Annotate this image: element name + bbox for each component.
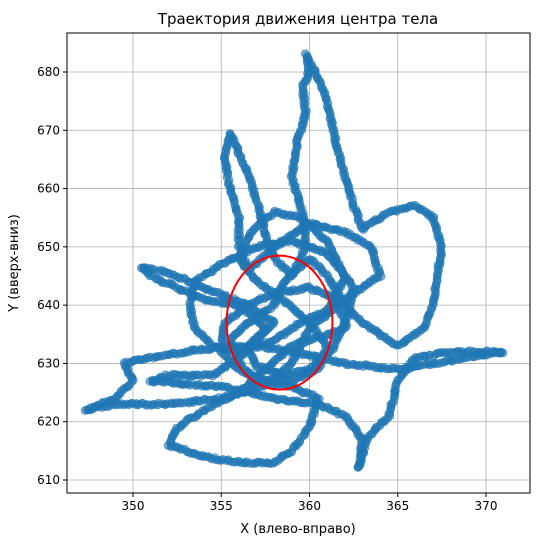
y-tick-label: 630 [37,356,60,370]
plot-frame [66,32,531,494]
x-axis-ticks: 350 355 360 365 370 [122,493,498,513]
x-tick-label: 360 [298,499,321,513]
trajectory-point [259,324,269,334]
y-axis-label: Y (вверх-вниз) [7,214,22,313]
y-tick-label: 620 [37,415,60,429]
y-tick-label: 640 [37,298,60,312]
y-tick-label: 670 [37,123,60,137]
y-axis-ticks: 610 620 630 640 650 660 670 680 [37,65,67,487]
x-tick-label: 350 [122,499,145,513]
circle-layer [225,254,334,391]
trajectory-points [80,49,508,472]
x-tick-label: 355 [210,499,233,513]
y-tick-label: 610 [37,473,60,487]
x-axis-label: X (влево-вправо) [240,522,355,537]
chart-title: Траектория движения центра тела [157,10,438,28]
y-tick-label: 660 [37,182,60,196]
boundary-circle [225,254,334,391]
y-tick-label: 650 [37,240,60,254]
x-tick-label: 365 [386,499,409,513]
y-tick-label: 680 [37,65,60,79]
x-tick-label: 370 [475,499,498,513]
